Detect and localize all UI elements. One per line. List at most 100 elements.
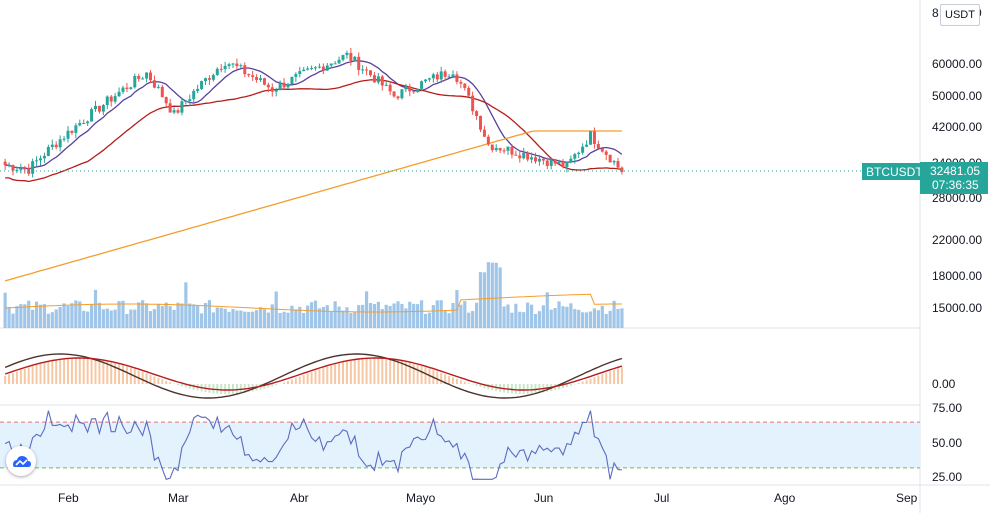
candle-body: [451, 74, 455, 77]
candle-body: [435, 74, 439, 80]
volume-bar: [19, 304, 23, 328]
volume-bar: [42, 304, 47, 328]
oscillator-histogram-bar: [593, 377, 596, 384]
volume-bar: [459, 304, 463, 328]
candle-body: [101, 104, 105, 112]
volume-bar: [435, 300, 439, 328]
candle-body: [15, 169, 19, 171]
price-axis: 8 0 60000.00 50000.00 42000.00 34000.00 …: [932, 6, 982, 484]
tradingview-logo[interactable]: [6, 446, 36, 476]
currency-button[interactable]: USDT: [940, 4, 980, 26]
candle-body: [266, 84, 270, 88]
volume-bar: [286, 312, 290, 328]
candle-body: [66, 130, 70, 139]
volume-bar: [526, 302, 530, 328]
volume-bar: [431, 305, 435, 328]
candle-body: [274, 90, 278, 92]
candle-body: [133, 75, 137, 88]
candle-body: [612, 161, 616, 163]
oscillator-histogram-bar: [122, 365, 124, 384]
candle-body: [549, 159, 553, 167]
oscillator-histogram-bar: [51, 360, 54, 384]
volume-bar: [105, 308, 109, 328]
oscillator-histogram-bar: [220, 384, 223, 394]
oscillator-histogram-bar: [353, 359, 356, 384]
volume-bar: [258, 307, 263, 328]
volume-bar: [541, 305, 545, 328]
oscillator-histogram-bar: [338, 363, 341, 384]
price-tick-18000: 18000.00: [932, 269, 982, 283]
candle-body: [223, 65, 227, 70]
oscillator-histogram-bar: [463, 381, 466, 384]
oscillator-histogram-bar: [369, 358, 372, 384]
candle-body: [518, 155, 522, 159]
candle-body: [573, 154, 577, 159]
volume-bar: [569, 303, 573, 328]
candle-body: [608, 154, 612, 163]
volume-bar: [317, 308, 322, 328]
volume-bar: [612, 300, 616, 328]
candle-body: [530, 157, 534, 160]
oscillator-histogram-bar: [39, 363, 42, 384]
oscillator-histogram-bar: [67, 358, 69, 384]
candle-body: [74, 125, 78, 133]
oscillator-histogram-bar: [558, 384, 561, 390]
oscillator-histogram-bar: [397, 360, 399, 384]
volume-bar: [309, 302, 314, 328]
candle-body: [196, 88, 200, 91]
candle-body: [510, 146, 514, 155]
volume-bar: [89, 304, 94, 328]
oscillator-histogram-bar: [534, 384, 537, 394]
oscillator-histogram-bar: [302, 375, 305, 384]
oscillator-histogram-bar: [436, 371, 439, 384]
oscillator-histogram-bar: [232, 384, 234, 394]
oscillator-histogram-bar: [585, 380, 588, 384]
candle-body: [537, 158, 541, 162]
candle-body: [467, 87, 471, 96]
candle-body: [596, 144, 600, 149]
oscillator-histogram-bar: [444, 374, 447, 384]
candle-body: [176, 110, 180, 113]
volume-bar: [573, 309, 577, 328]
oscillator-histogram-bar: [55, 360, 58, 384]
volume-bar: [518, 311, 522, 328]
oscillator-histogram-bar: [63, 358, 66, 384]
candle-body: [141, 78, 145, 80]
candle-body: [369, 70, 372, 76]
volume-bar: [282, 311, 286, 328]
volume-bar: [31, 309, 35, 328]
candle-body: [207, 78, 211, 80]
candle-body: [290, 76, 294, 84]
candle-body: [7, 165, 11, 167]
oscillator-histogram-bar: [98, 359, 101, 384]
oscillator-histogram-bar: [448, 375, 451, 384]
candle-body: [219, 68, 223, 70]
oscillator-histogram-bar: [455, 378, 458, 384]
volume-bar: [46, 313, 50, 328]
volume-bar: [353, 312, 357, 328]
volume-bar: [388, 305, 392, 328]
candle-body: [278, 82, 282, 91]
candle-body: [380, 76, 384, 86]
candle-body: [408, 86, 412, 92]
oscillator-histogram-bar: [440, 372, 443, 384]
oscillator-histogram-bar: [400, 360, 403, 384]
volume-bar: [86, 311, 90, 328]
oscillator-histogram-bar: [271, 384, 274, 387]
volume-bar: [357, 305, 361, 328]
oscillator-histogram-bar: [169, 382, 172, 384]
volume-bar: [419, 300, 424, 328]
volume-bar: [361, 304, 365, 328]
candle-body: [534, 157, 537, 162]
candle-body: [251, 75, 255, 77]
candle-body: [577, 152, 581, 155]
oscillator-histogram-bar: [110, 361, 113, 384]
candle-body: [192, 90, 196, 100]
ma-mid-line: [5, 79, 622, 183]
volume-bar: [23, 304, 27, 328]
oscillator-histogram-bar: [165, 380, 168, 384]
oscillator-histogram-bar: [43, 362, 46, 384]
candle-body: [404, 86, 408, 90]
oscillator-histogram-bar: [569, 384, 572, 386]
